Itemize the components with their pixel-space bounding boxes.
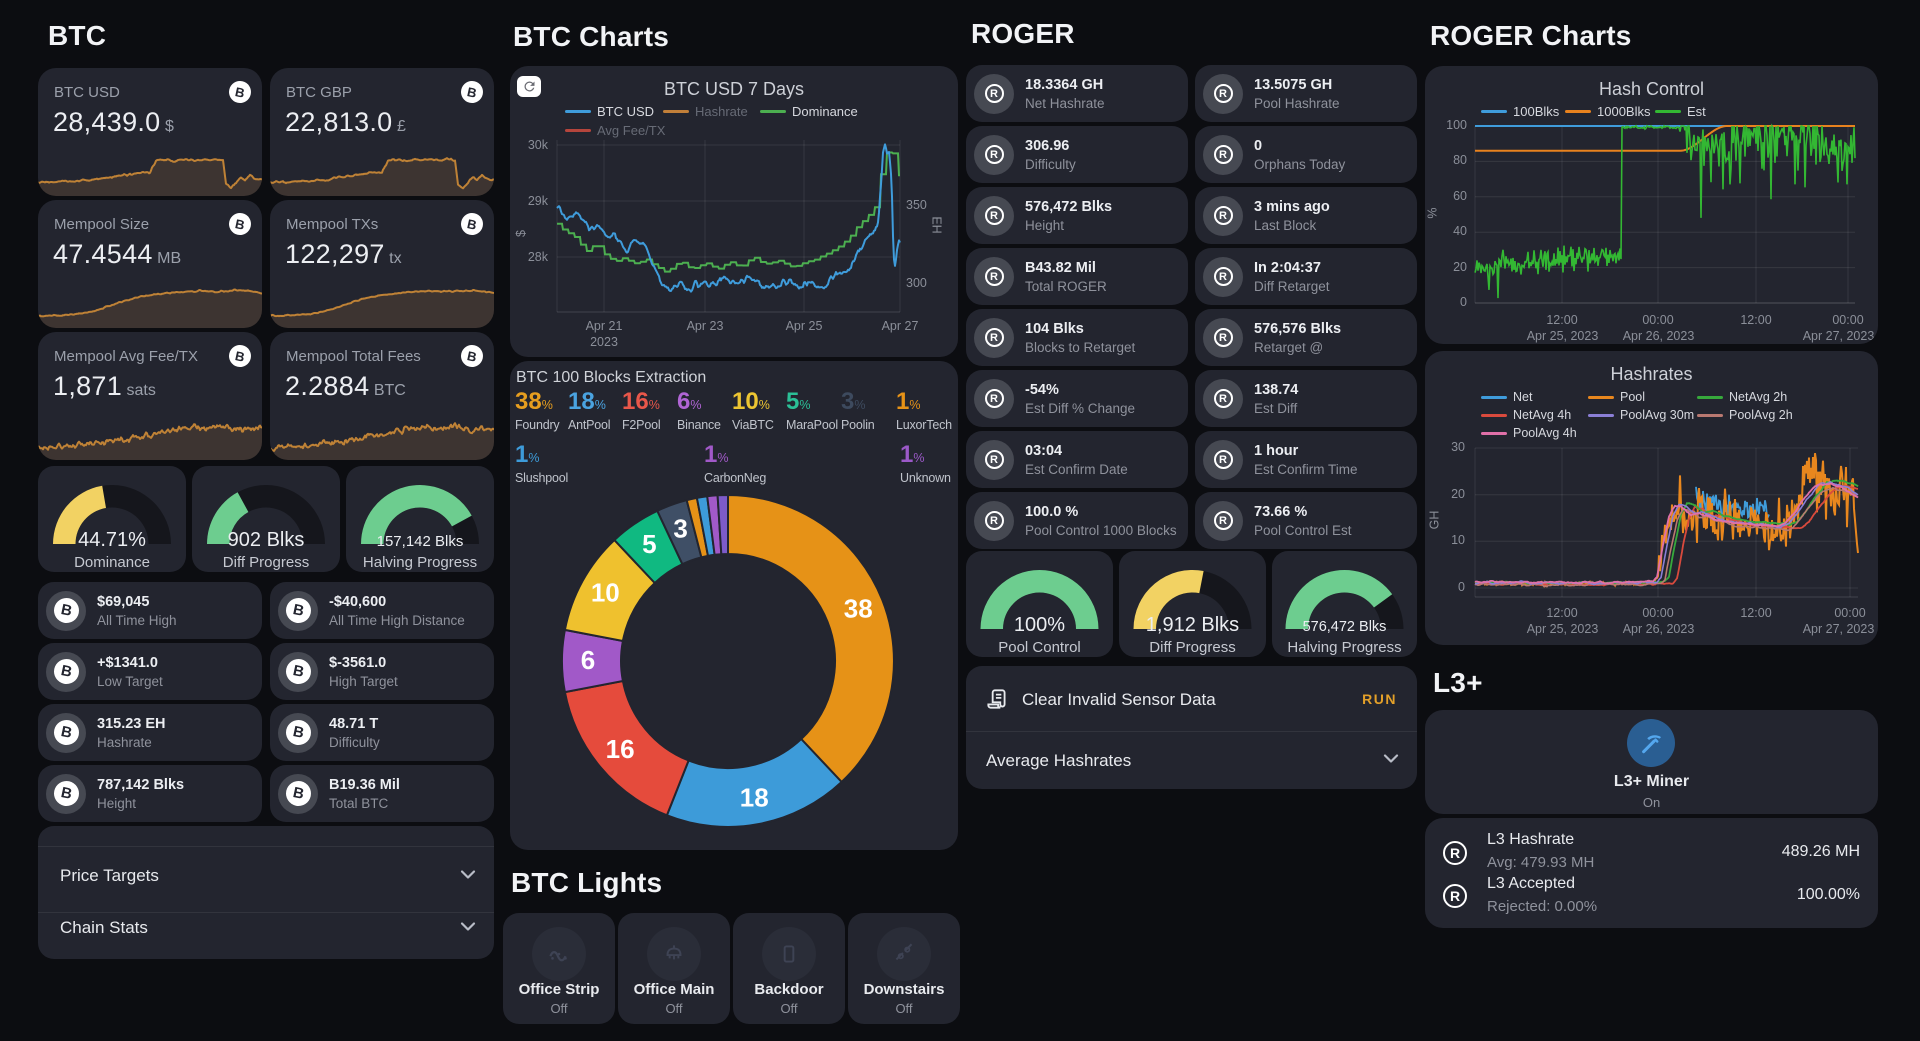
svg-text:1,912 Blks: 1,912 Blks bbox=[1146, 614, 1239, 636]
svg-text:16: 16 bbox=[606, 734, 635, 764]
svg-text:100%: 100% bbox=[1014, 614, 1065, 636]
svg-text:18: 18 bbox=[740, 783, 769, 813]
svg-text:Halving Progress: Halving Progress bbox=[363, 554, 477, 571]
svg-text:6: 6 bbox=[581, 645, 595, 675]
svg-text:Pool Control: Pool Control bbox=[998, 639, 1081, 656]
svg-text:38: 38 bbox=[844, 594, 873, 624]
svg-text:157,142 Blks: 157,142 Blks bbox=[377, 533, 464, 550]
svg-text:10: 10 bbox=[591, 578, 620, 608]
svg-text:44.71%: 44.71% bbox=[78, 529, 146, 551]
svg-text:Halving Progress: Halving Progress bbox=[1287, 639, 1401, 656]
svg-text:576,472 Blks: 576,472 Blks bbox=[1303, 619, 1387, 635]
svg-text:902 Blks: 902 Blks bbox=[228, 529, 305, 551]
svg-text:Diff Progress: Diff Progress bbox=[223, 554, 309, 571]
svg-text:3: 3 bbox=[673, 513, 687, 543]
svg-text:Dominance: Dominance bbox=[74, 554, 150, 571]
svg-text:Diff Progress: Diff Progress bbox=[1149, 639, 1235, 656]
svg-text:5: 5 bbox=[642, 529, 656, 559]
